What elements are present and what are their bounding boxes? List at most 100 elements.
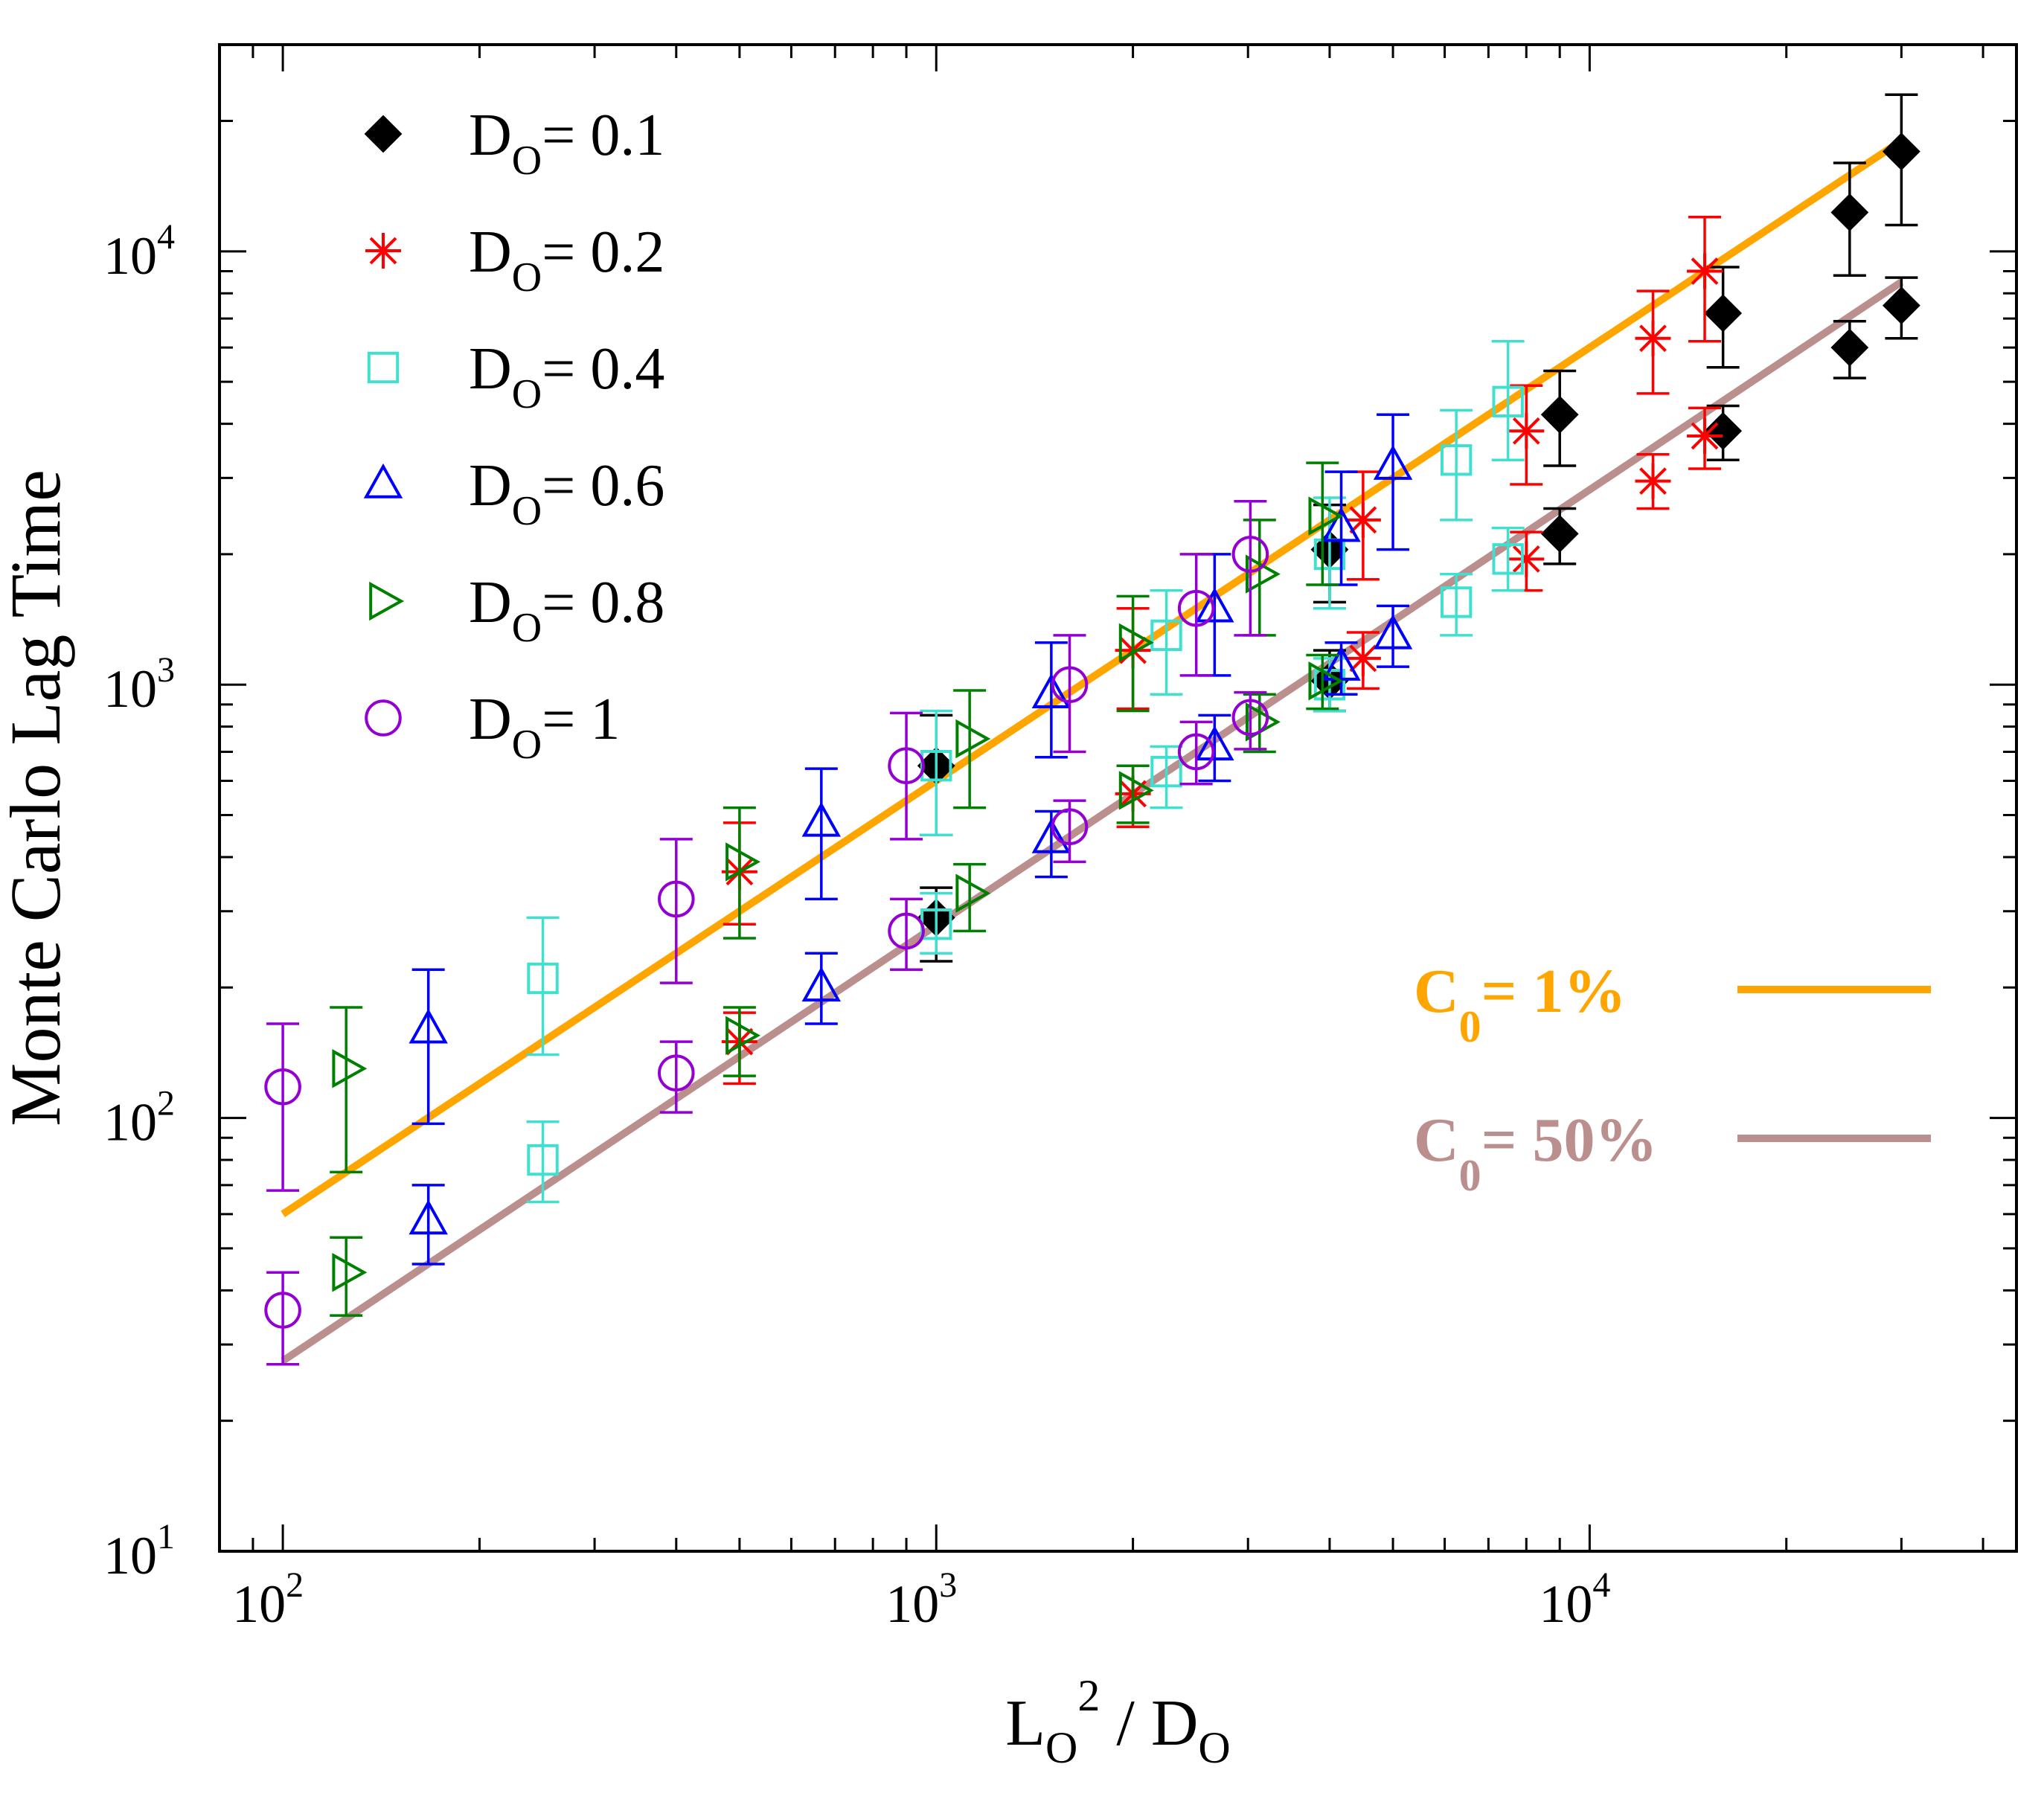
y-tick-label: 104 [103, 217, 175, 286]
data-point-marker [888, 912, 925, 950]
x-label-sub2: O [1198, 1723, 1230, 1772]
legend-item: DO= 0.2 [365, 219, 664, 301]
legend-label: DO= 0.6 [469, 453, 664, 534]
y-tick-exp: 1 [157, 1517, 175, 1556]
data-point-marker [1882, 132, 1920, 171]
data-point-marker [1704, 411, 1743, 450]
data-point-marker [365, 699, 402, 737]
data-point-marker [1440, 444, 1473, 476]
data-point-marker [1492, 543, 1524, 575]
data-point-marker [409, 1008, 448, 1044]
data-point-marker [1830, 193, 1869, 231]
y-tick-base: 10 [103, 659, 157, 719]
x-tick-exp: 3 [939, 1565, 957, 1605]
x-label-main: L [1005, 1687, 1045, 1760]
data-point-marker [1118, 771, 1154, 810]
series [526, 340, 1525, 1204]
data-point-marker [1031, 673, 1071, 709]
marks-layer [264, 93, 1920, 1366]
y-tick-exp: 3 [157, 650, 175, 690]
data-point-marker [1195, 587, 1234, 623]
data-point-marker [1118, 623, 1154, 663]
data-point-marker [955, 873, 991, 913]
legend-label: DO= 1 [469, 687, 620, 768]
data-point-marker [1373, 614, 1413, 650]
legend-label: DO= 0.8 [469, 570, 664, 651]
data-point-marker [364, 115, 403, 153]
data-point-marker [657, 1054, 695, 1091]
data-point-marker [1177, 589, 1215, 627]
data-point-marker [1150, 619, 1182, 652]
legend-label: DO= 0.1 [469, 103, 664, 184]
legend-label: DO= 0.4 [469, 336, 664, 417]
data-point-marker [801, 966, 842, 1002]
data-point-marker [264, 1068, 301, 1106]
data-point-marker [1308, 661, 1344, 701]
data-point-marker [955, 719, 991, 759]
x-tick-base: 10 [885, 1574, 939, 1634]
data-point-marker [1508, 541, 1545, 577]
data-point-marker [332, 1049, 368, 1088]
x-tick-label: 103 [885, 1565, 957, 1634]
data-point-marker [1373, 444, 1413, 480]
data-point-marker [1051, 666, 1089, 704]
series [409, 413, 1413, 1266]
fit-line [281, 138, 1904, 1217]
data-point-marker [1635, 463, 1671, 499]
data-point-marker [1031, 818, 1071, 853]
data-point-marker [1345, 640, 1381, 676]
data-point-marker [1177, 733, 1215, 771]
data-point-marker [365, 233, 401, 269]
legend-item: DO= 1 [365, 687, 620, 768]
data-point-marker [1231, 536, 1269, 573]
x-tick-base: 10 [1539, 1574, 1592, 1634]
data-point-marker [725, 1016, 760, 1055]
y-tick-base: 10 [103, 1093, 157, 1152]
data-point-marker [1540, 395, 1579, 434]
fit-legend-label: C0= 1% [1414, 957, 1627, 1051]
data-point-marker [332, 1253, 368, 1292]
legend-item: DO= 0.1 [364, 103, 664, 184]
x-tick-exp: 2 [286, 1565, 304, 1605]
data-point-marker [1635, 320, 1671, 356]
data-point-marker [657, 880, 695, 918]
y-tick-label: 103 [103, 650, 175, 719]
x-tick-base: 10 [232, 1574, 286, 1634]
data-point-marker [1687, 417, 1723, 454]
data-point-marker [1308, 496, 1344, 536]
data-point-marker [367, 351, 400, 384]
data-point-marker [369, 581, 405, 621]
x-tick-label: 104 [1539, 1565, 1610, 1634]
fit-legend-item: C0= 1% [1414, 957, 1931, 1051]
fit-line-legend: C0= 1% C0= 50% [1414, 957, 1931, 1200]
data-point-marker [363, 463, 403, 498]
data-point-marker [1882, 286, 1920, 325]
y-tick-base: 10 [103, 1526, 157, 1585]
fit-line [281, 278, 1904, 1365]
data-point-marker [1540, 514, 1579, 553]
data-point-marker [527, 962, 559, 995]
y-tick-label: 101 [103, 1517, 175, 1585]
x-label-sup: 2 [1077, 1671, 1100, 1720]
data-point-marker [1150, 755, 1182, 788]
y-tick-exp: 4 [157, 217, 175, 257]
series [264, 500, 1269, 1366]
legend-label: DO= 0.2 [469, 219, 664, 301]
data-point-marker [1440, 586, 1473, 618]
data-point-marker [409, 1199, 448, 1235]
data-point-marker [888, 747, 925, 784]
legend-item: DO= 0.6 [363, 453, 664, 534]
x-label-rest: / D [1100, 1687, 1198, 1760]
data-point-marker [1830, 328, 1869, 367]
x-label-sub: O [1045, 1723, 1077, 1772]
fit-legend-item: C0= 50% [1414, 1106, 1931, 1200]
data-point-marker [1321, 507, 1361, 542]
fit-legend-label: C0= 50% [1414, 1106, 1658, 1200]
plot-layer [281, 138, 1904, 1365]
data-point-marker [725, 842, 760, 882]
data-point-marker [1051, 808, 1089, 846]
x-tick-exp: 4 [1592, 1565, 1610, 1605]
series [721, 216, 1723, 1086]
y-axis-label: Monte Carlo Lag Time [0, 469, 75, 1126]
